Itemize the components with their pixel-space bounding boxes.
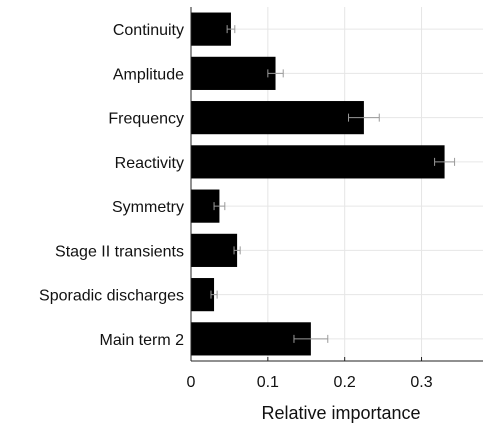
axes bbox=[190, 7, 483, 362]
error-bar-4 bbox=[213, 202, 226, 211]
bar-0 bbox=[191, 12, 231, 46]
error-bar-6 bbox=[210, 290, 218, 299]
bar-6 bbox=[191, 278, 215, 312]
category-label-6: Sporadic discharges bbox=[39, 288, 184, 305]
category-label-7: Main term 2 bbox=[100, 332, 185, 349]
error-bar-7 bbox=[293, 334, 329, 343]
bar-2 bbox=[191, 101, 364, 135]
bar-1 bbox=[191, 56, 276, 90]
x-tick-label-1: 0.1 bbox=[257, 374, 279, 391]
category-label-3: Reactivity bbox=[115, 155, 184, 172]
category-label-5: Stage II transients bbox=[55, 243, 184, 260]
category-label-1: Amplitude bbox=[113, 66, 184, 83]
x-tick-label-3: 0.3 bbox=[410, 374, 432, 391]
category-label-4: Symmetry bbox=[112, 199, 184, 216]
bars bbox=[191, 12, 445, 356]
x-tick-label-0: 0 bbox=[187, 374, 196, 391]
error-bar-2 bbox=[348, 113, 380, 122]
category-label-0: Continuity bbox=[113, 22, 184, 39]
x-tick-label-2: 0.2 bbox=[334, 374, 356, 391]
error-bar-0 bbox=[226, 25, 236, 34]
category-labels: Continuity Amplitude Frequency Reactivity Sy… bbox=[39, 22, 184, 349]
error-bars bbox=[210, 25, 456, 343]
x-axis-title: Relative importance bbox=[261, 403, 420, 423]
error-bar-1 bbox=[267, 69, 284, 78]
error-bar-5 bbox=[233, 246, 241, 255]
error-bar-3 bbox=[434, 157, 456, 166]
bar-7 bbox=[191, 322, 311, 356]
x-tick-labels: 0 0.1 0.2 0.3 bbox=[187, 374, 433, 391]
category-label-2: Frequency bbox=[108, 111, 184, 128]
bar-3 bbox=[191, 145, 445, 179]
bar-5 bbox=[191, 233, 238, 267]
